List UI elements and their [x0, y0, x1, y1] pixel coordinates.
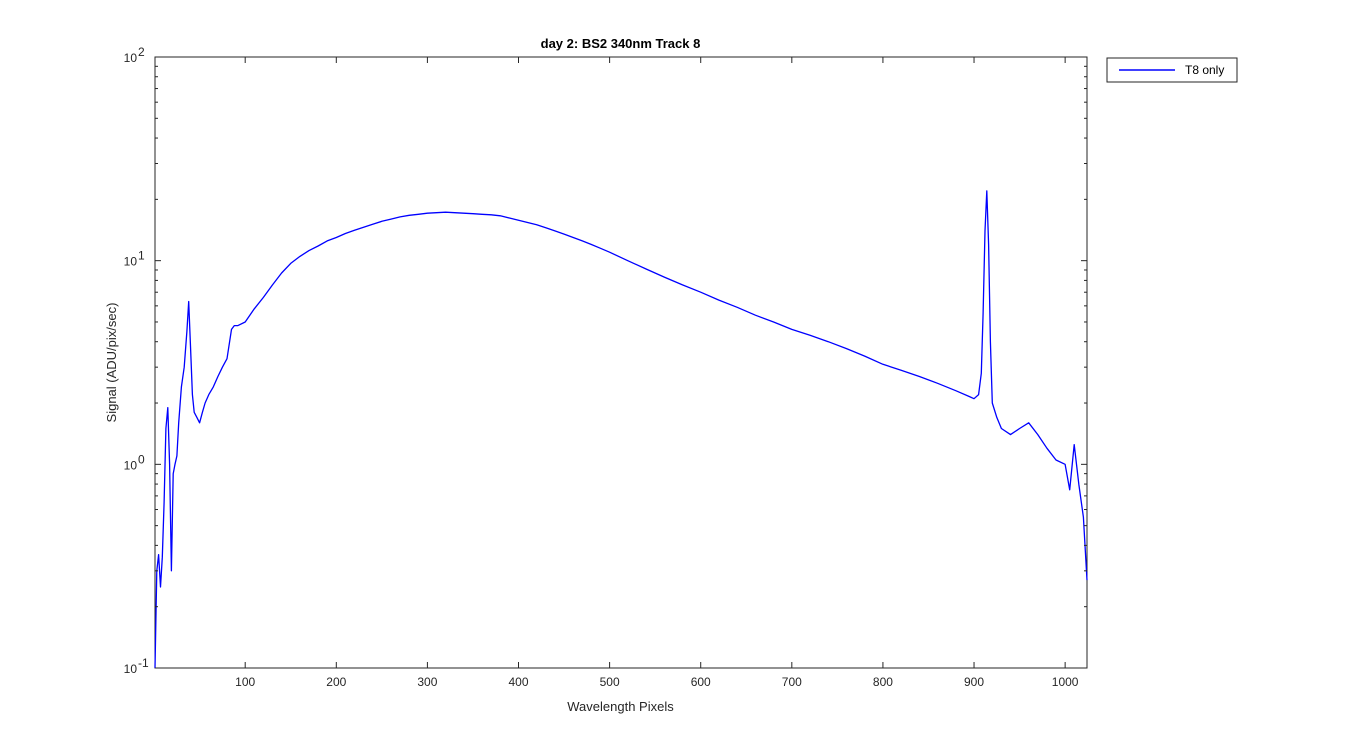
x-tick-label: 200 [326, 675, 346, 689]
x-axis-label: Wavelength Pixels [567, 699, 674, 714]
y-axis-label: Signal (ADU/pix/sec) [104, 303, 119, 423]
chart-title: day 2: BS2 340nm Track 8 [541, 36, 701, 51]
y-tick-exponent: 0 [138, 452, 145, 466]
y-tick-exponent: 1 [138, 249, 145, 263]
x-tick-label: 500 [600, 675, 620, 689]
y-tick-label: 10 [124, 51, 138, 65]
x-tick-label: 1000 [1052, 675, 1079, 689]
x-tick-label: 800 [873, 675, 893, 689]
x-tick-label: 600 [691, 675, 711, 689]
x-tick-label: 300 [417, 675, 437, 689]
plot-frame [154, 56, 1088, 669]
y-tick-exponent: 2 [138, 45, 145, 59]
x-tick-label: 700 [782, 675, 802, 689]
x-tick-label: 400 [508, 675, 528, 689]
y-tick-exponent: -1 [138, 656, 149, 670]
y-tick-label: 10 [124, 458, 138, 472]
series-line-0 [154, 190, 1088, 669]
x-tick-label: 100 [235, 675, 255, 689]
legend: T8 only [1106, 57, 1238, 83]
x-tick-label: 900 [964, 675, 984, 689]
legend-label-t8-only: T8 only [1185, 63, 1224, 77]
y-tick-label: 10 [124, 255, 138, 269]
series-layer [154, 190, 1088, 669]
y-tick-label: 10 [124, 662, 138, 676]
